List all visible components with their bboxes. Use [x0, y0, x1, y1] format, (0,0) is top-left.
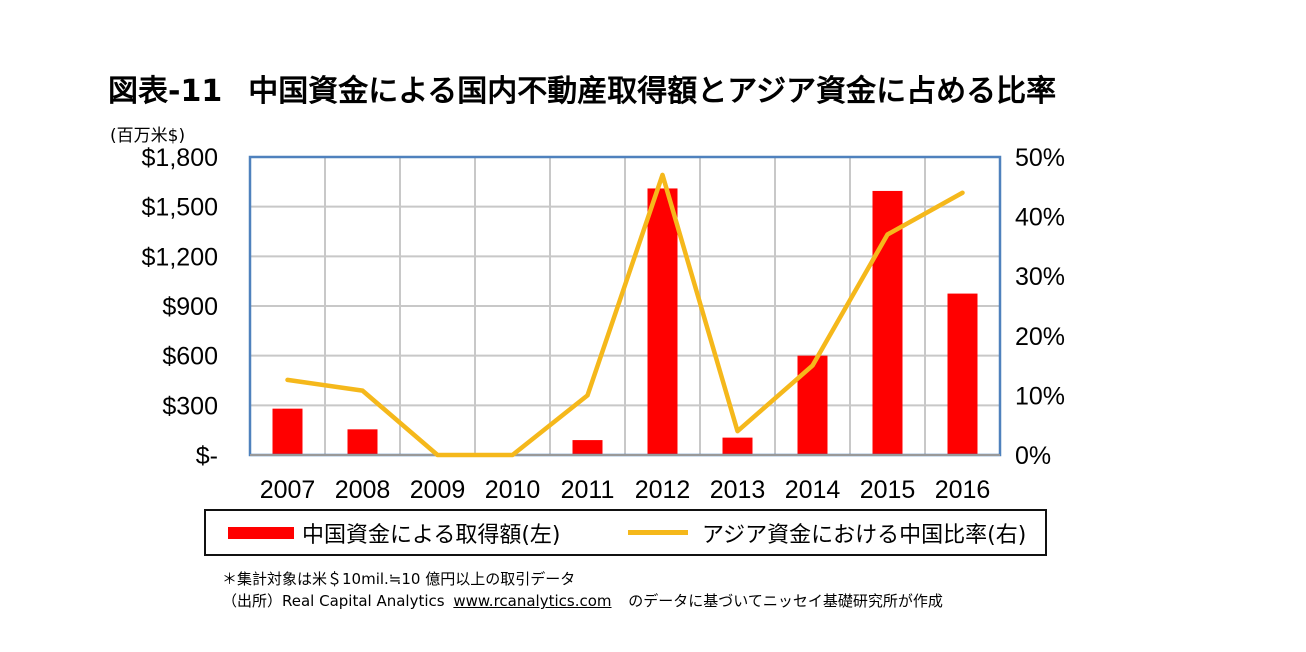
line-series-china-ratio: [285, 172, 965, 458]
legend-item-bar: 中国資金による取得額(左): [228, 511, 561, 554]
left-axis-unit: (百万米$): [110, 126, 186, 146]
bar-2008: [347, 429, 378, 455]
x-tick-label-2009: 2009: [410, 476, 466, 504]
x-tick-label-2016: 2016: [935, 476, 991, 504]
left-tick-label-6: $1,800: [142, 144, 218, 172]
left-tick-label-0: $-: [196, 442, 218, 470]
x-tick-label-2011: 2011: [561, 476, 615, 504]
right-tick-label-0: 0%: [1015, 442, 1051, 470]
legend-bar-label: 中国資金による取得額(左): [302, 522, 561, 548]
source-note: （出所）Real Capital Analytics www.rcanalyti…: [222, 590, 943, 611]
left-tick-label-5: $1,500: [142, 194, 218, 222]
chart-title: 図表-11 中国資金による国内不動産取得額とアジア資金に占める比率: [108, 66, 1056, 110]
bar-2016: [947, 293, 978, 455]
bar-2013: [722, 437, 753, 455]
left-tick-label-3: $900: [162, 293, 218, 321]
x-tick-label-2014: 2014: [785, 476, 841, 504]
bar-2014: [797, 355, 828, 455]
legend-line-swatch: [628, 530, 688, 535]
left-tick-label-4: $1,200: [142, 243, 218, 271]
x-tick-label-2007: 2007: [260, 476, 316, 504]
source-suffix: のデータに基づいてニッセイ基礎研究所が作成: [628, 592, 943, 610]
bar-2012: [647, 188, 678, 455]
legend-bar-swatch: [228, 526, 294, 539]
left-tick-label-2: $600: [162, 343, 218, 371]
bar-2011: [572, 440, 603, 455]
x-tick-label-2015: 2015: [860, 476, 916, 504]
source-link[interactable]: www.rcanalytics.com: [453, 592, 612, 610]
right-tick-label-3: 30%: [1015, 263, 1065, 291]
left-tick-label-1: $300: [162, 392, 218, 420]
right-tick-label-4: 40%: [1015, 204, 1065, 232]
footnote: ＊集計対象は米＄10mil.≒10 億円以上の取引データ: [222, 570, 576, 588]
figure-number: 図表-11: [108, 74, 223, 109]
right-tick-label-1: 10%: [1015, 382, 1065, 410]
x-tick-label-2008: 2008: [335, 476, 391, 504]
right-tick-label-2: 20%: [1015, 323, 1065, 351]
x-tick-label-2013: 2013: [710, 476, 766, 504]
x-tick-label-2010: 2010: [485, 476, 541, 504]
legend: 中国資金による取得額(左) アジア資金における中国比率(右): [204, 509, 1047, 556]
right-tick-label-5: 50%: [1015, 144, 1065, 172]
legend-item-line: アジア資金における中国比率(右): [628, 511, 1026, 554]
x-tick-label-2012: 2012: [635, 476, 691, 504]
bar-2007: [272, 408, 303, 455]
source-prefix: （出所）Real Capital Analytics: [222, 592, 445, 610]
title-text: 中国資金による国内不動産取得額とアジア資金に占める比率: [248, 74, 1057, 109]
legend-line-label: アジア資金における中国比率(右): [702, 522, 1027, 548]
